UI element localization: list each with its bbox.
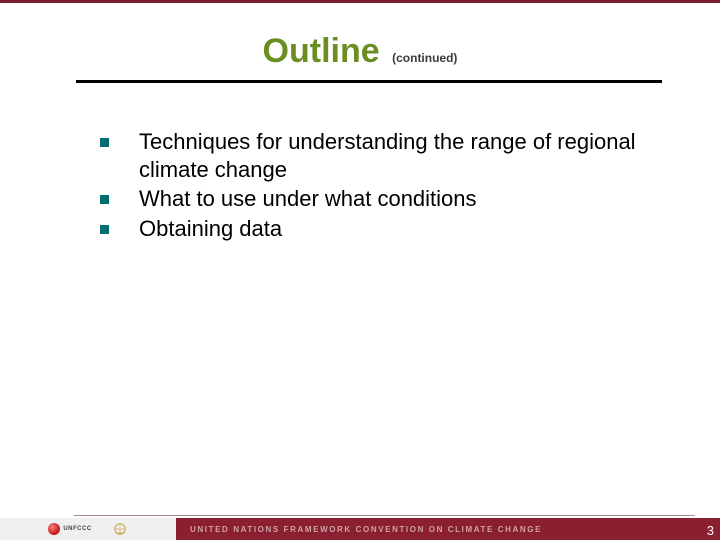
list-item: Obtaining data (100, 215, 650, 243)
unfccc-logo: UNFCCC (48, 523, 91, 535)
slide-title: Outline (263, 32, 380, 70)
content-area: Techniques for understanding the range o… (100, 128, 650, 244)
title-underline (76, 80, 662, 83)
footer-org-long: UNITED NATIONS FRAMEWORK CONVENTION ON C… (190, 525, 542, 534)
bullet-text: Obtaining data (139, 215, 650, 243)
slide-subtitle: (continued) (392, 51, 457, 65)
bullet-text: Techniques for understanding the range o… (139, 128, 650, 183)
footer: UNFCCC UNITED NATIONS FRAMEWORK CONVENTI… (0, 516, 720, 540)
bullet-text: What to use under what conditions (139, 185, 650, 213)
top-edge-bar (0, 0, 720, 3)
page-number: 3 (707, 523, 714, 538)
title-row: Outline (continued) (0, 32, 720, 71)
unfccc-dot-icon (48, 523, 60, 535)
unfccc-short-label: UNFCCC (63, 526, 91, 532)
list-item: What to use under what conditions (100, 185, 650, 213)
bullet-marker-icon (100, 138, 109, 147)
slide: Outline (continued) Techniques for under… (0, 0, 720, 540)
footer-right: UNITED NATIONS FRAMEWORK CONVENTION ON C… (176, 518, 720, 540)
list-item: Techniques for understanding the range o… (100, 128, 650, 183)
footer-bar: UNFCCC UNITED NATIONS FRAMEWORK CONVENTI… (0, 518, 720, 540)
footer-left: UNFCCC (0, 518, 176, 540)
bullet-marker-icon (100, 225, 109, 234)
bullet-marker-icon (100, 195, 109, 204)
un-emblem-svg (112, 521, 128, 537)
un-emblem-icon (112, 521, 128, 537)
